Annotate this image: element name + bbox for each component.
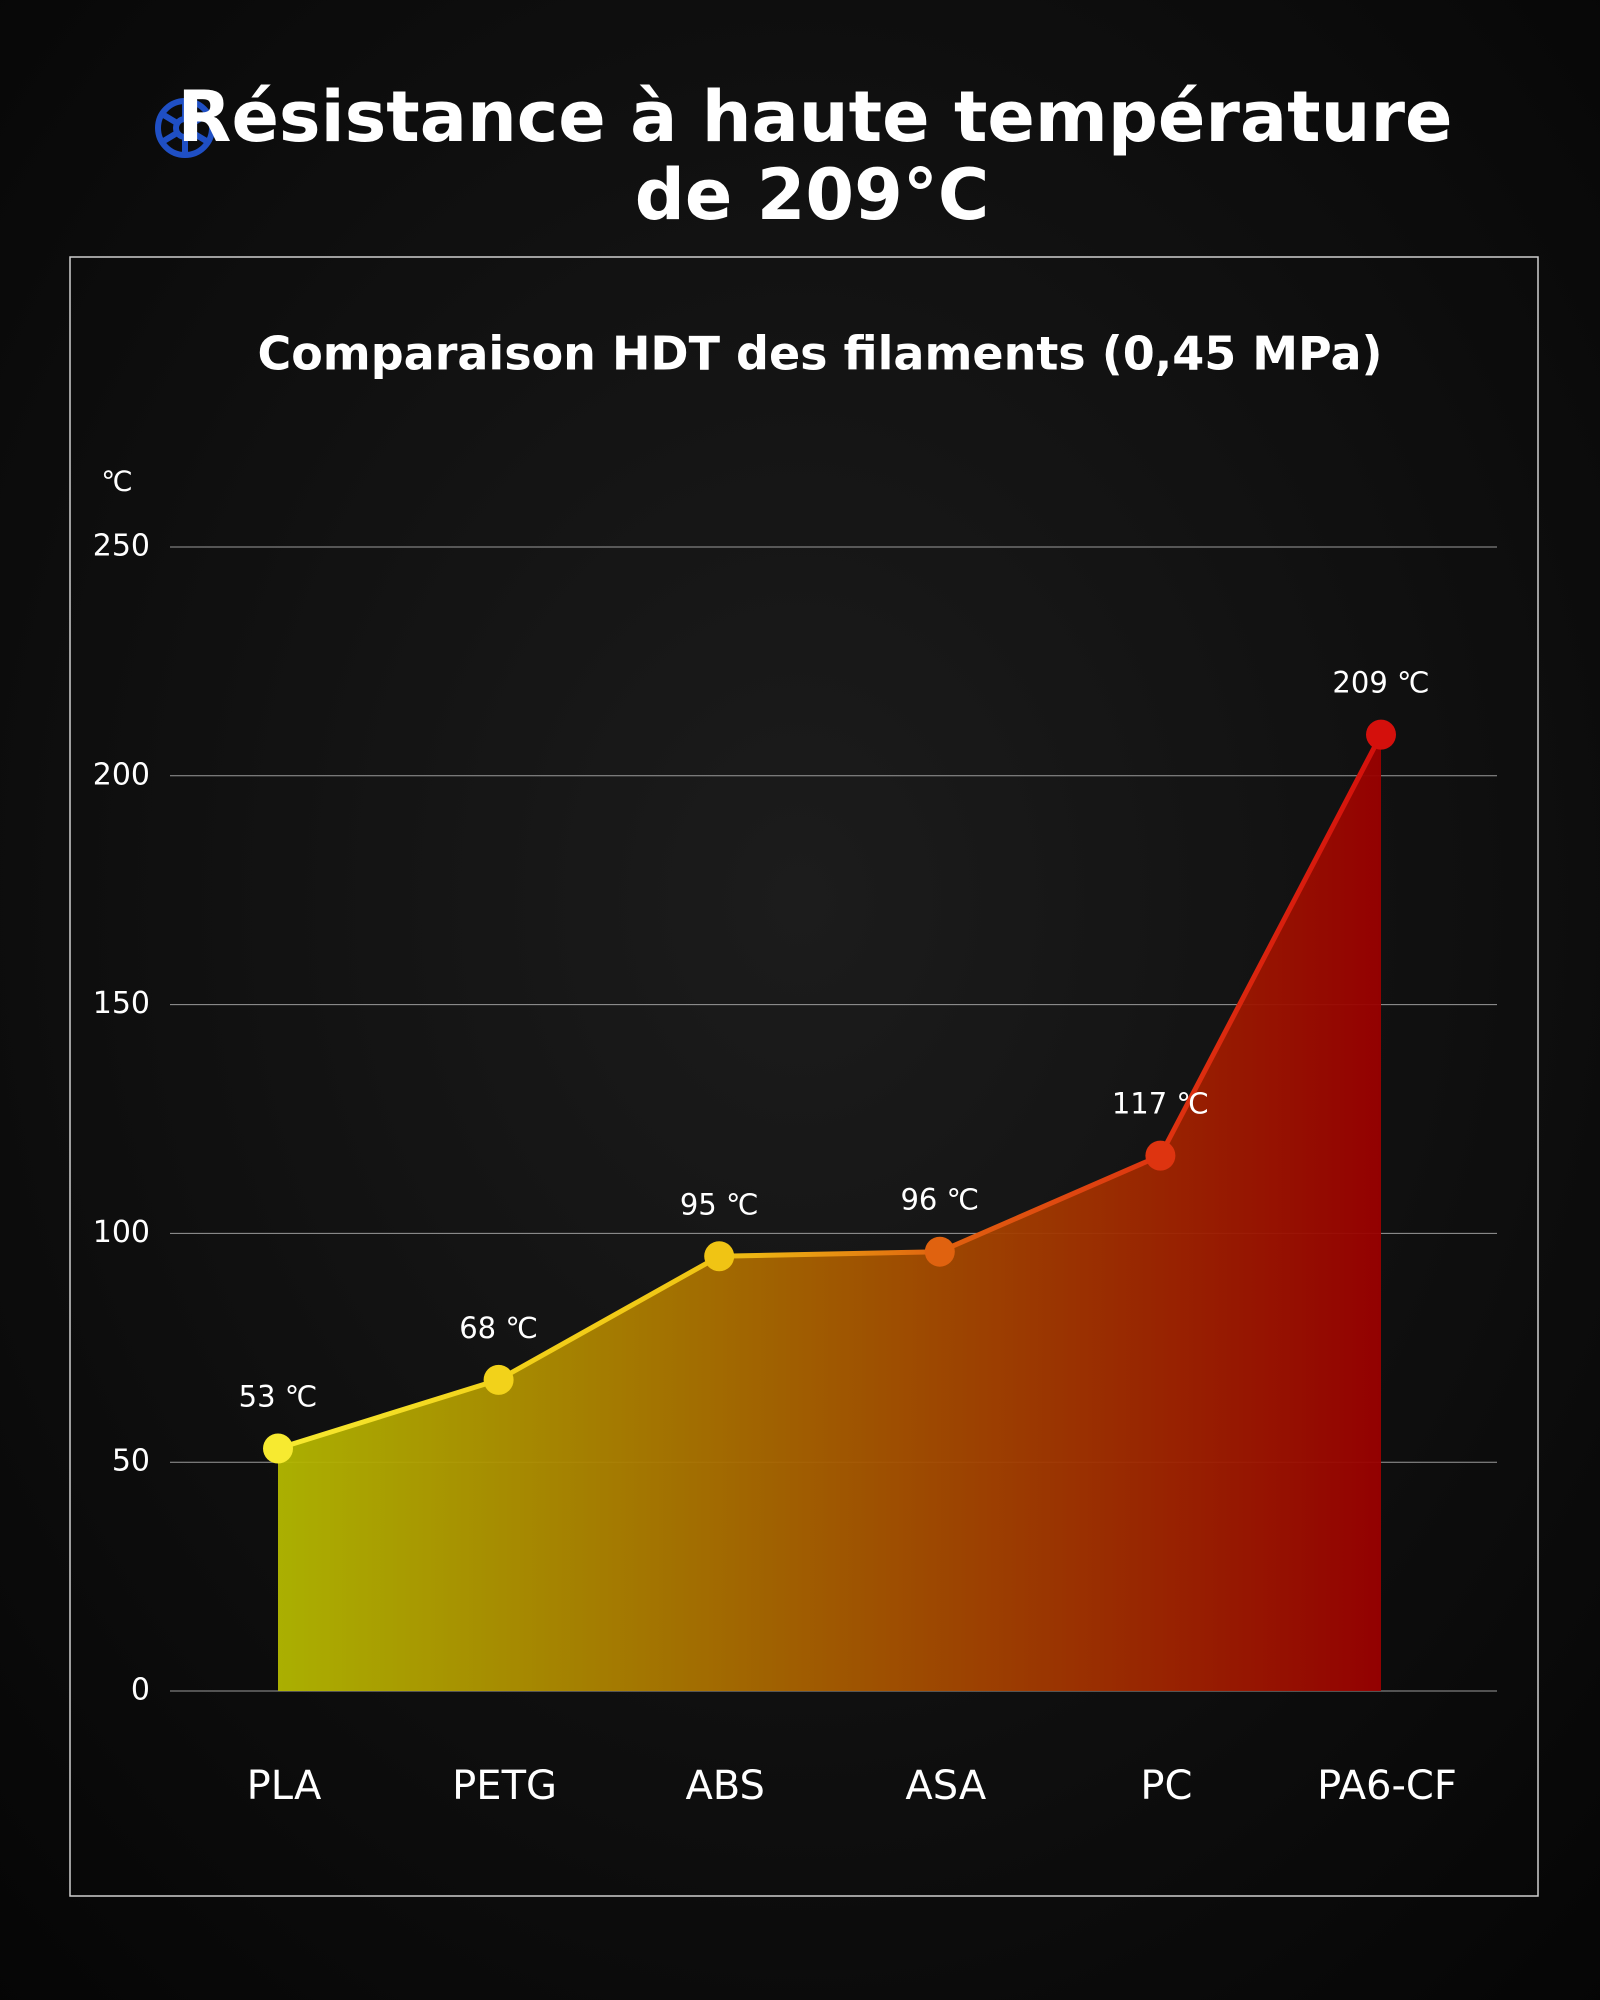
data-label: 95 ℃ [680, 1187, 759, 1221]
data-label: 117 ℃ [1112, 1087, 1209, 1121]
y-axis-unit: ℃ [101, 465, 132, 498]
chart-subtitle: Comparaison HDT des filaments (0,45 MPa) [257, 327, 1382, 381]
chart-frame [69, 256, 1539, 1897]
x-tick-label: PA6-CF [1317, 1763, 1457, 1809]
y-tick-label: 0 [131, 1673, 150, 1708]
y-tick-label: 100 [93, 1215, 150, 1250]
line [277, 733, 1384, 1451]
title-line: Résistance à haute température [178, 76, 1453, 158]
area [278, 734, 1381, 1691]
data-label: 96 ℃ [900, 1183, 979, 1217]
icon [155, 98, 215, 158]
data-point [483, 1364, 514, 1395]
title-line: de 209°C [635, 154, 989, 236]
data-label: 68 ℃ [459, 1311, 538, 1345]
y-tick-label: 50 [112, 1444, 150, 1479]
y-tick-label: 150 [93, 986, 150, 1021]
data-label: 209 ℃ [1332, 666, 1429, 700]
data-point [924, 1236, 955, 1267]
data-point [1145, 1140, 1176, 1171]
x-tick-label: ASA [905, 1763, 986, 1809]
data-point [704, 1241, 735, 1272]
data-point [1366, 719, 1396, 750]
data-label: 53 ℃ [239, 1379, 318, 1413]
y-tick-label: 250 [93, 529, 150, 564]
x-tick-label: PLA [247, 1763, 322, 1809]
x-tick-label: PETG [452, 1763, 557, 1809]
x-tick-label: ABS [685, 1763, 765, 1809]
y-tick-label: 200 [93, 757, 150, 792]
data-point [263, 1433, 293, 1464]
x-tick-label: PC [1140, 1763, 1192, 1809]
